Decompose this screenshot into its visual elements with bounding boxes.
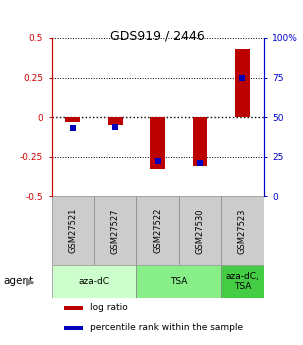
- Point: [113, 124, 118, 129]
- Text: ▶: ▶: [26, 276, 35, 286]
- Text: percentile rank within the sample: percentile rank within the sample: [90, 324, 243, 333]
- Text: aza-dC,
TSA: aza-dC, TSA: [225, 272, 259, 291]
- Bar: [64, 306, 83, 309]
- Bar: [150, 117, 165, 169]
- Bar: [52, 265, 136, 297]
- Bar: [235, 49, 250, 117]
- Text: GSM27527: GSM27527: [111, 208, 120, 254]
- Text: aza-dC: aza-dC: [78, 277, 109, 286]
- Point: [155, 159, 160, 164]
- Bar: [65, 117, 80, 122]
- Point: [198, 160, 202, 166]
- Text: GDS919 / 2446: GDS919 / 2446: [110, 29, 205, 42]
- Text: agent: agent: [3, 276, 33, 286]
- Bar: [136, 265, 221, 297]
- Bar: [221, 196, 264, 265]
- Bar: [94, 196, 136, 265]
- Text: GSM27521: GSM27521: [68, 208, 77, 254]
- Bar: [179, 196, 221, 265]
- Point: [240, 75, 245, 80]
- Text: TSA: TSA: [170, 277, 188, 286]
- Bar: [64, 326, 83, 329]
- Bar: [108, 117, 123, 125]
- Text: log ratio: log ratio: [90, 304, 128, 313]
- Bar: [136, 196, 179, 265]
- Text: GSM27530: GSM27530: [195, 208, 205, 254]
- Point: [70, 125, 75, 131]
- Text: GSM27523: GSM27523: [238, 208, 247, 254]
- Text: GSM27522: GSM27522: [153, 208, 162, 254]
- Bar: [221, 265, 264, 297]
- Bar: [52, 196, 94, 265]
- Bar: [193, 117, 208, 166]
